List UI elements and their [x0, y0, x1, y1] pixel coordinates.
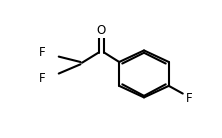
Text: F: F — [38, 46, 45, 59]
Text: F: F — [38, 72, 45, 85]
Text: F: F — [186, 92, 192, 105]
Text: O: O — [97, 24, 106, 37]
